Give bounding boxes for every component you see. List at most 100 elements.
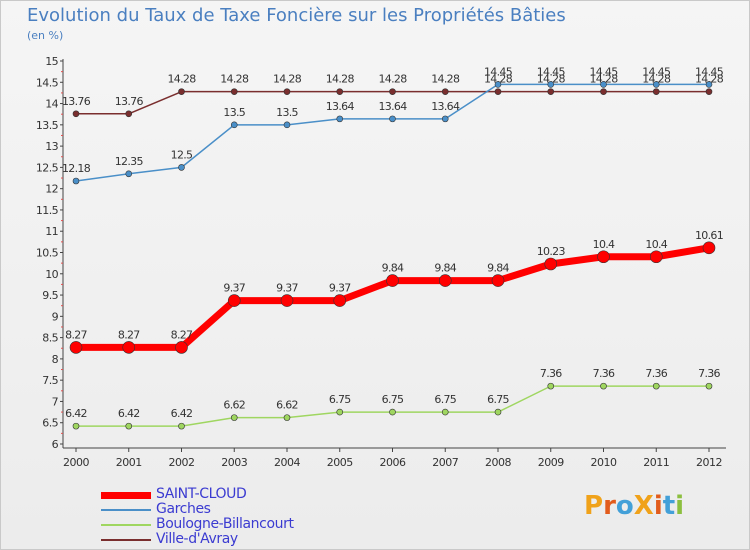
data-point-saint-cloud <box>122 341 136 354</box>
y-tick-label: 10 <box>45 268 58 281</box>
data-label-ville-d-avray: 14.28 <box>379 73 408 86</box>
y-tick-label: 9.5 <box>42 289 58 302</box>
data-point-saint-cloud <box>702 241 716 255</box>
y-tick-label: 8 <box>52 353 59 366</box>
data-label-saint-cloud: 9.37 <box>223 282 245 295</box>
data-label-saint-cloud: 8.27 <box>171 328 193 341</box>
data-point-boulogne-billancourt <box>125 422 133 430</box>
x-tick-label: 2006 <box>380 456 406 469</box>
data-point-ville-d-avray <box>652 88 660 95</box>
data-label-boulogne-billancourt: 6.75 <box>434 393 456 406</box>
data-point-garches <box>705 81 713 88</box>
data-point-boulogne-billancourt <box>547 382 555 390</box>
legend-label: SAINT-CLOUD <box>156 486 247 502</box>
data-label-saint-cloud: 9.37 <box>329 282 351 295</box>
data-point-saint-cloud <box>597 250 610 264</box>
chart-title: Evolution du Taux de Taxe Foncière sur l… <box>27 5 566 26</box>
data-label-boulogne-billancourt: 6.75 <box>487 393 509 406</box>
data-label-garches: 14.45 <box>590 65 619 78</box>
y-tick-label: 14 <box>45 98 58 111</box>
y-tick-label: 12.5 <box>36 161 59 174</box>
data-label-saint-cloud: 10.4 <box>593 238 615 251</box>
data-point-ville-d-avray <box>600 88 607 95</box>
data-point-boulogne-billancourt <box>230 414 238 421</box>
data-label-garches: 12.18 <box>62 162 91 175</box>
x-tick-label: 2010 <box>591 456 617 469</box>
x-tick-label: 2009 <box>538 456 564 469</box>
data-point-boulogne-billancourt <box>336 408 344 416</box>
data-label-garches: 14.45 <box>642 65 671 78</box>
data-label-ville-d-avray: 14.28 <box>431 73 460 86</box>
legend-swatch <box>101 524 151 526</box>
data-point-boulogne-billancourt <box>389 408 396 416</box>
data-point-ville-d-avray <box>72 110 80 118</box>
data-label-garches: 12.5 <box>171 148 193 161</box>
data-point-ville-d-avray <box>283 88 291 95</box>
y-tick-label: 6.5 <box>42 417 58 430</box>
data-point-ville-d-avray <box>547 88 555 95</box>
data-label-boulogne-billancourt: 6.62 <box>276 399 298 412</box>
data-label-boulogne-billancourt: 6.42 <box>171 407 193 420</box>
data-point-garches <box>178 164 185 171</box>
data-label-ville-d-avray: 14.28 <box>537 73 566 86</box>
data-label-ville-d-avray: 14.28 <box>590 73 619 86</box>
data-point-ville-d-avray <box>230 88 238 95</box>
data-point-saint-cloud <box>544 257 558 271</box>
data-point-garches <box>652 81 660 88</box>
y-tick-label: 13 <box>45 140 58 153</box>
data-point-ville-d-avray <box>336 88 344 95</box>
y-tick-label: 10.5 <box>36 247 59 260</box>
data-point-ville-d-avray <box>389 88 396 95</box>
legend-label: Boulogne-Billancourt <box>156 516 294 532</box>
data-label-boulogne-billancourt: 6.42 <box>65 407 87 420</box>
data-point-saint-cloud <box>333 294 347 307</box>
y-tick-label: 14.5 <box>36 76 59 89</box>
legend-swatch <box>101 509 151 511</box>
x-tick-label: 2004 <box>274 456 300 469</box>
data-point-saint-cloud <box>69 341 83 354</box>
data-label-garches: 12.35 <box>115 155 144 168</box>
data-label-ville-d-avray: 14.28 <box>168 73 197 86</box>
data-label-saint-cloud: 9.84 <box>487 262 509 275</box>
data-label-boulogne-billancourt: 6.62 <box>223 399 245 412</box>
data-point-ville-d-avray <box>705 88 713 95</box>
data-label-garches: 13.5 <box>223 106 245 119</box>
data-point-saint-cloud <box>491 274 505 287</box>
data-label-saint-cloud: 9.84 <box>382 262 404 275</box>
data-label-garches: 13.64 <box>431 100 460 113</box>
data-point-garches <box>547 81 555 88</box>
data-point-garches <box>283 121 291 129</box>
data-label-ville-d-avray: 13.76 <box>115 95 144 108</box>
legend-label: Ville-d'Avray <box>156 531 238 547</box>
data-point-garches <box>336 115 344 123</box>
data-label-boulogne-billancourt: 7.36 <box>593 367 615 380</box>
data-label-garches: 13.64 <box>379 100 408 113</box>
data-label-ville-d-avray: 14.28 <box>484 73 513 86</box>
data-point-boulogne-billancourt <box>178 422 185 430</box>
x-tick-label: 2002 <box>169 456 195 469</box>
data-label-garches: 14.45 <box>537 65 566 78</box>
data-point-boulogne-billancourt <box>283 414 291 421</box>
data-label-boulogne-billancourt: 7.36 <box>645 367 667 380</box>
x-tick-label: 2000 <box>63 456 89 469</box>
data-point-garches <box>494 81 502 88</box>
data-point-garches <box>72 177 80 185</box>
data-point-boulogne-billancourt <box>652 382 660 390</box>
x-tick-label: 2012 <box>696 456 722 469</box>
data-point-ville-d-avray <box>178 88 185 95</box>
data-point-ville-d-avray <box>494 88 502 95</box>
data-point-saint-cloud <box>280 294 294 307</box>
legend-swatch <box>101 492 151 499</box>
data-point-boulogne-billancourt <box>705 382 713 390</box>
data-label-boulogne-billancourt: 6.75 <box>382 393 404 406</box>
data-point-garches <box>600 81 607 88</box>
data-label-saint-cloud: 10.23 <box>537 245 566 258</box>
data-label-ville-d-avray: 14.28 <box>273 73 302 86</box>
data-point-boulogne-billancourt <box>600 382 607 390</box>
data-point-saint-cloud <box>438 274 452 287</box>
data-point-saint-cloud <box>649 250 663 264</box>
data-label-saint-cloud: 9.84 <box>434 262 456 275</box>
data-label-saint-cloud: 8.27 <box>65 328 87 341</box>
data-label-ville-d-avray: 14.28 <box>326 73 355 86</box>
